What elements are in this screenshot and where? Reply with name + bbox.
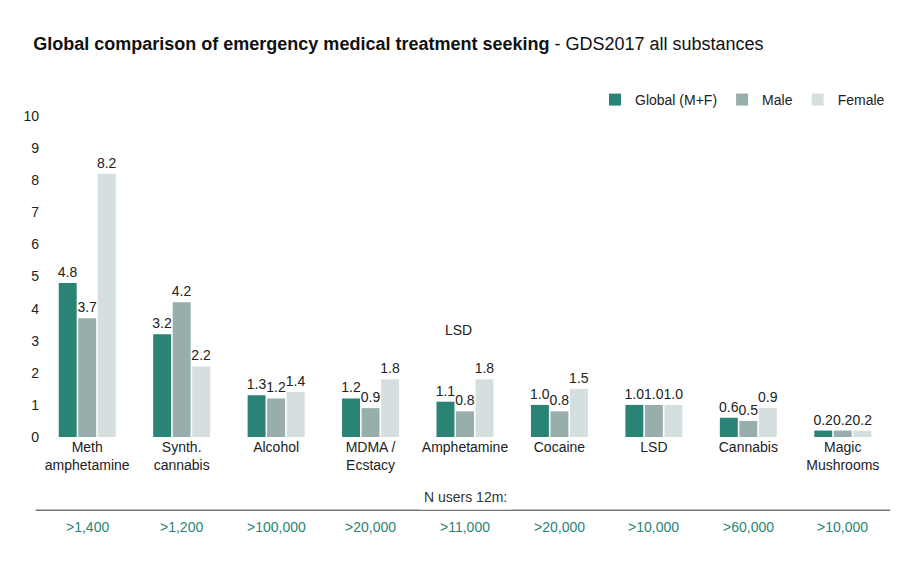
svg-text:Male: Male bbox=[762, 92, 793, 108]
svg-text:1.0: 1.0 bbox=[664, 386, 684, 402]
svg-text:3.7: 3.7 bbox=[77, 299, 97, 315]
svg-text:>11,000: >11,000 bbox=[440, 519, 490, 535]
svg-text:2.2: 2.2 bbox=[191, 347, 211, 363]
svg-text:>10,000: >10,000 bbox=[628, 519, 679, 535]
svg-text:Global (M+F): Global (M+F) bbox=[635, 92, 717, 108]
svg-text:0.2: 0.2 bbox=[833, 412, 853, 428]
svg-text:1.0: 1.0 bbox=[530, 386, 550, 402]
svg-text:Cannabis: Cannabis bbox=[719, 439, 778, 455]
svg-text:0.2: 0.2 bbox=[813, 412, 833, 428]
svg-text:7: 7 bbox=[31, 204, 39, 220]
svg-text:Cocaine: Cocaine bbox=[534, 439, 586, 455]
svg-text:4.8: 4.8 bbox=[58, 264, 78, 280]
svg-text:3.2: 3.2 bbox=[152, 315, 172, 331]
svg-text:>10,000: >10,000 bbox=[817, 519, 868, 535]
svg-text:1.1: 1.1 bbox=[436, 383, 456, 399]
svg-text:1: 1 bbox=[31, 397, 39, 413]
svg-text:>60,000: >60,000 bbox=[723, 519, 774, 535]
svg-text:2: 2 bbox=[31, 365, 39, 381]
svg-text:1.0: 1.0 bbox=[644, 386, 664, 402]
svg-text:MDMA /Ecstacy: MDMA /Ecstacy bbox=[346, 439, 396, 473]
svg-text:LSD: LSD bbox=[640, 439, 667, 455]
svg-text:Methamphetamine: Methamphetamine bbox=[45, 439, 130, 473]
svg-text:Alcohol: Alcohol bbox=[253, 439, 299, 455]
svg-text:1.2: 1.2 bbox=[341, 379, 361, 395]
svg-text:8: 8 bbox=[31, 172, 39, 188]
svg-text:1.2: 1.2 bbox=[266, 379, 286, 395]
svg-text:MagicMushrooms: MagicMushrooms bbox=[806, 439, 879, 473]
svg-text:>20,000: >20,000 bbox=[345, 519, 396, 535]
svg-text:Female: Female bbox=[838, 92, 885, 108]
svg-text:>100,000: >100,000 bbox=[247, 519, 306, 535]
svg-text:10: 10 bbox=[23, 108, 39, 124]
svg-text:5: 5 bbox=[31, 268, 39, 284]
svg-text:6: 6 bbox=[31, 236, 39, 252]
svg-text:N users 12m:: N users 12m: bbox=[424, 489, 507, 505]
svg-text:0.9: 0.9 bbox=[361, 389, 381, 405]
svg-text:>1,400: >1,400 bbox=[66, 519, 109, 535]
svg-text:8.2: 8.2 bbox=[97, 155, 117, 171]
svg-text:0: 0 bbox=[31, 429, 39, 445]
svg-text:0.9: 0.9 bbox=[758, 389, 778, 405]
svg-text:4: 4 bbox=[31, 301, 39, 317]
svg-text:LSD: LSD bbox=[445, 322, 472, 338]
svg-text:4.2: 4.2 bbox=[172, 283, 192, 299]
svg-text:>20,000: >20,000 bbox=[534, 519, 585, 535]
svg-text:1.3: 1.3 bbox=[247, 376, 267, 392]
svg-text:0.8: 0.8 bbox=[550, 392, 570, 408]
svg-text:0.5: 0.5 bbox=[738, 402, 758, 418]
svg-text:1.0: 1.0 bbox=[625, 386, 645, 402]
svg-text:>1,200: >1,200 bbox=[160, 519, 203, 535]
svg-text:Synth.cannabis: Synth.cannabis bbox=[154, 439, 210, 473]
svg-text:0.6: 0.6 bbox=[719, 399, 739, 415]
svg-text:1.8: 1.8 bbox=[380, 360, 400, 376]
svg-text:1.4: 1.4 bbox=[286, 373, 306, 389]
svg-text:9: 9 bbox=[31, 140, 39, 156]
svg-text:0.2: 0.2 bbox=[852, 412, 872, 428]
svg-text:0.8: 0.8 bbox=[455, 392, 475, 408]
svg-text:3: 3 bbox=[31, 333, 39, 349]
svg-text:Amphetamine: Amphetamine bbox=[422, 439, 509, 455]
svg-text:Global comparison of emergency: Global comparison of emergency medical t… bbox=[33, 34, 763, 54]
svg-text:1.8: 1.8 bbox=[475, 360, 495, 376]
svg-text:1.5: 1.5 bbox=[569, 370, 589, 386]
